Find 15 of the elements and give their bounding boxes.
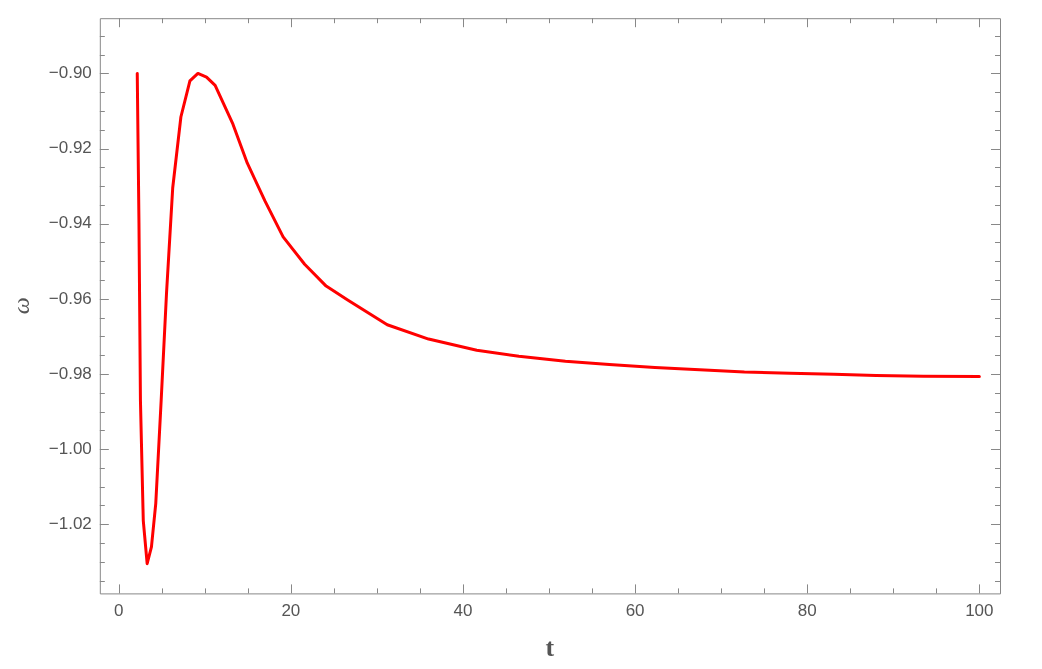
y-tick-label: −0.92 xyxy=(48,138,92,158)
x-tick-label: 20 xyxy=(281,601,301,621)
x-tick-label: 60 xyxy=(625,601,645,621)
y-tick-label: −0.94 xyxy=(48,213,92,233)
x-tick-label: 40 xyxy=(453,601,473,621)
x-axis-title: t xyxy=(545,633,555,663)
y-tick-label: −0.98 xyxy=(48,363,92,383)
x-tick-label: 0 xyxy=(114,601,124,621)
x-tick-label: 100 xyxy=(965,601,994,621)
y-tick-label: −0.96 xyxy=(48,288,92,308)
x-tick-label: 80 xyxy=(797,601,817,621)
y-tick-label: −1.02 xyxy=(48,513,92,533)
y-axis-title: ω xyxy=(7,297,34,315)
y-tick-label: −0.90 xyxy=(48,63,92,83)
y-tick-label: −1.00 xyxy=(48,438,92,458)
